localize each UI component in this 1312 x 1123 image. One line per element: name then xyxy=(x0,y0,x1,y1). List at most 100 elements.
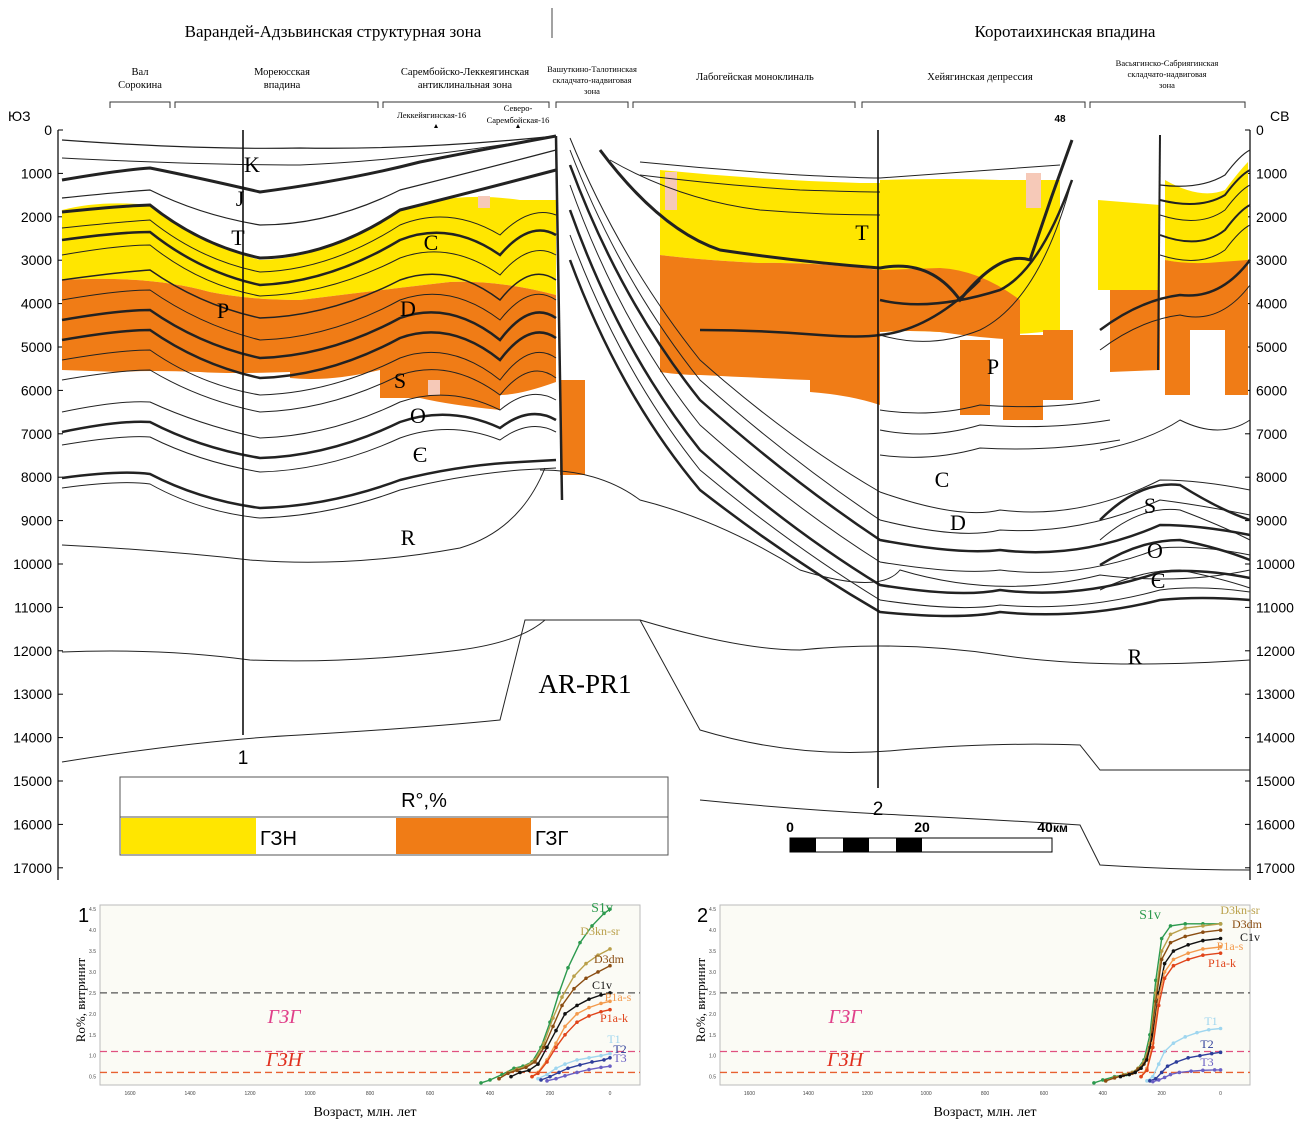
series-point-T2 xyxy=(578,1063,582,1067)
series-point-P1a-s xyxy=(1186,951,1190,955)
series-point-P1a-k xyxy=(1156,1003,1161,1008)
depth-tick-right: 1000 xyxy=(1256,165,1287,181)
zone-title-left: Варандей-Адзьвинская структурная зона xyxy=(185,22,482,41)
subzone-vasyaginsko-2: складчато-надвиговая xyxy=(1127,69,1206,79)
chart-zone-label-gzn: ГЗН xyxy=(265,1049,304,1071)
series-point-C1v xyxy=(527,1068,531,1073)
chart-y-tick: 3.5 xyxy=(709,949,716,955)
subzone-brackets xyxy=(109,101,1246,108)
series-label-P1a-s: P1a-s xyxy=(605,990,632,1004)
chart-x-tick: 800 xyxy=(366,1091,375,1097)
depth-tick-left: 3000 xyxy=(21,252,52,268)
depth-tick-right: 16000 xyxy=(1256,816,1295,832)
series-point-T1 xyxy=(563,1062,567,1066)
series-label-P1a-k: P1a-k xyxy=(600,1011,628,1025)
depth-tick-right: 17000 xyxy=(1256,860,1295,876)
depth-tick-left: 11000 xyxy=(14,599,52,615)
strat-s-right: S xyxy=(1144,493,1156,518)
subzone-moreyuskaya-2: впадина xyxy=(264,80,301,91)
series-label-T3: T3 xyxy=(613,1051,626,1065)
chart-x-tick: 1200 xyxy=(244,1091,255,1097)
series-point-D3kn-sr xyxy=(596,953,600,958)
series-point-P1a-s xyxy=(554,1041,558,1045)
strat-d-right: D xyxy=(950,510,966,535)
chart-x-label: Возраст, млн. лет xyxy=(933,1105,1036,1120)
series-point-T2 xyxy=(602,1058,606,1062)
legend-title: R°,% xyxy=(401,790,447,812)
series-point-T3 xyxy=(1218,1068,1223,1072)
strat-p-right: P xyxy=(987,354,999,379)
series-point-P1a-s xyxy=(1171,957,1176,962)
depth-tick-left: 16000 xyxy=(13,816,52,832)
series-point-D3dm xyxy=(533,1060,537,1064)
series-point-P1a-s xyxy=(1201,947,1205,951)
series-point-C1v xyxy=(1186,942,1190,947)
chart-y-tick: 2.5 xyxy=(709,991,716,997)
subzone-vashutkino-2: складчато-надвиговая xyxy=(552,75,631,85)
series-point-C1v xyxy=(545,1045,549,1050)
chart-y-tick: 3.0 xyxy=(89,970,96,976)
series-point-T1 xyxy=(599,1053,603,1058)
series-point-D3kn-sr xyxy=(584,961,588,966)
depth-tick-right: 14000 xyxy=(1256,730,1295,746)
scale-unit: км xyxy=(1053,821,1068,835)
zone-gzg-column-3 xyxy=(1043,330,1073,400)
series-point-C1v xyxy=(1218,936,1223,941)
series-point-P1a-k xyxy=(1218,951,1223,955)
chart-x-tick: 800 xyxy=(981,1091,990,1097)
chart-y-tick: 4.0 xyxy=(709,928,716,934)
subzone-sarembojsko-1: Сарембойско-Леккеягинская xyxy=(401,67,529,78)
series-point-C1v xyxy=(1201,938,1205,943)
chart-x-tick: 200 xyxy=(1157,1091,1166,1097)
chart-y-tick: 4.5 xyxy=(709,907,716,913)
series-point-S1v xyxy=(590,924,594,928)
series-point-T2 xyxy=(1186,1055,1190,1060)
series-point-D3kn-sr xyxy=(551,1016,555,1020)
series-label-C1v: C1v xyxy=(1240,930,1260,944)
series-point-T3 xyxy=(1212,1068,1217,1072)
strat-r-right: R xyxy=(1128,644,1143,669)
series-point-C1v xyxy=(536,1062,540,1066)
series-point-S1v xyxy=(578,940,582,945)
series-point-T1 xyxy=(608,1051,612,1056)
profile-marker-2: 2 xyxy=(873,799,884,820)
series-point-P1a-s xyxy=(563,1024,567,1029)
series-point-T2 xyxy=(1174,1060,1179,1064)
series-point-T2 xyxy=(1153,1076,1158,1081)
subzone-kheyyaginskaya: Хейягинская депрессия xyxy=(927,72,1033,83)
series-point-C1v xyxy=(599,993,603,997)
chart-y-label: Ro%, витринит xyxy=(693,957,708,1042)
chart-y-tick: 4.5 xyxy=(89,907,96,913)
depth-tick-right: 4000 xyxy=(1256,296,1287,312)
well-label-severo: Северо- xyxy=(504,103,533,113)
chart-y-tick: 1.5 xyxy=(709,1033,716,1039)
horizons xyxy=(61,134,1251,871)
series-label-S1v: S1v xyxy=(591,901,613,916)
series-point-D3dm xyxy=(1112,1076,1117,1080)
series-point-T2 xyxy=(1218,1050,1223,1055)
series-point-P1a-k xyxy=(1201,953,1205,958)
series-point-P1a-s xyxy=(608,999,612,1004)
profile-marker-1: 1 xyxy=(238,748,249,769)
series-point-P1a-s xyxy=(587,1005,591,1010)
series-point-D3dm xyxy=(596,970,600,974)
strat-c-right: C xyxy=(935,467,950,492)
chart-x-tick: 1400 xyxy=(184,1091,195,1097)
series-point-C1v xyxy=(1162,961,1167,966)
depth-tick-right: 6000 xyxy=(1256,382,1287,398)
subzone-labogeyskaya: Лабогейская моноклиналь xyxy=(696,72,814,83)
series-point-C1v xyxy=(1171,949,1176,953)
series-point-P1a-k xyxy=(1186,957,1190,962)
series-point-T2 xyxy=(608,1055,612,1060)
series-line-S1v xyxy=(480,908,611,1084)
series-label-T1: T1 xyxy=(1204,1014,1217,1028)
series-point-S1v xyxy=(488,1078,492,1082)
chart-x-tick: 1000 xyxy=(304,1091,315,1097)
series-point-D3dm xyxy=(1153,999,1158,1004)
depth-tick-right: 3000 xyxy=(1256,252,1287,268)
series-point-T2 xyxy=(1159,1070,1164,1075)
series-point-P1a-k xyxy=(563,1032,567,1037)
subzone-sarembojsko-2: антиклинальная зона xyxy=(418,80,513,91)
series-point-D3dm xyxy=(584,976,588,981)
chart-x-tick: 1200 xyxy=(862,1091,873,1097)
